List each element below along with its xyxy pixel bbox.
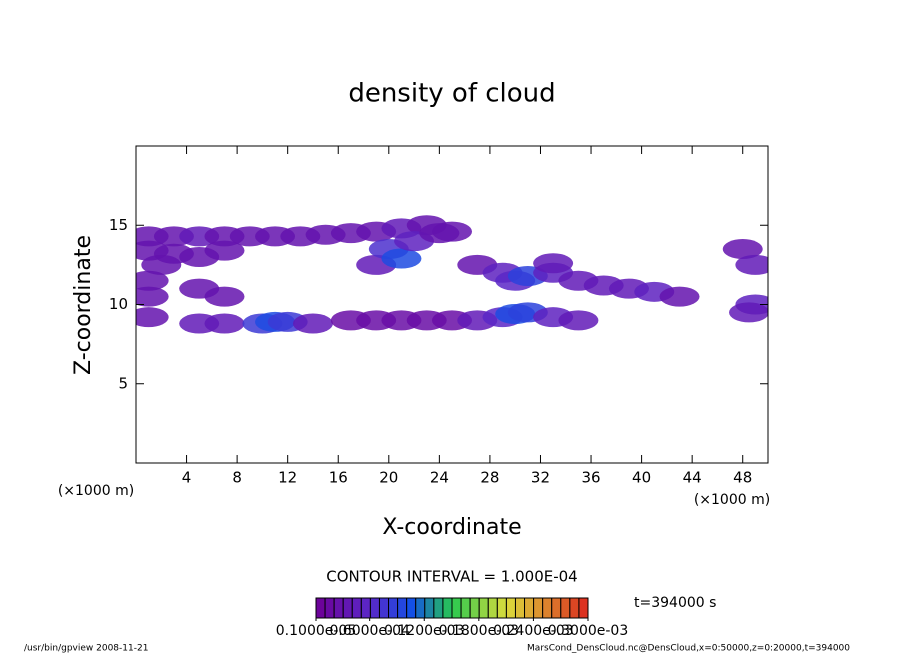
x-unit: (×1000 m): [58, 483, 134, 499]
colorbar-cell: [533, 597, 544, 619]
cloud-cell: [141, 254, 182, 275]
cloud-cell: [204, 286, 245, 307]
colorbar-cell: [378, 597, 390, 619]
colorbar-cell: [514, 597, 526, 619]
cloud-cell: [722, 239, 763, 260]
colorbar-cell: [496, 597, 507, 619]
colorbar-cell: [342, 597, 353, 619]
colorbar-cell: [388, 597, 399, 619]
colorbar-cell: [542, 597, 553, 619]
cloud-cell: [136, 270, 169, 291]
y-tick-label: 5: [118, 374, 128, 392]
cloud-cell: [735, 254, 768, 275]
colorbar-cell: [369, 597, 380, 619]
colorbar-cell: [560, 597, 571, 619]
colorbar-cell: [424, 597, 435, 619]
contour-field: [136, 215, 768, 334]
contour-interval: CONTOUR INTERVAL = 1.000E-04: [326, 568, 577, 586]
cloud-cell: [136, 307, 169, 328]
cloud-cell: [381, 248, 422, 269]
colorbar-label: 0.6000e-04: [329, 623, 410, 639]
x-tick-label: 12: [278, 469, 297, 487]
cloud-cell: [558, 310, 599, 331]
x-tick-label: 4: [182, 469, 192, 487]
cloud-cell: [533, 253, 574, 274]
x-tick-label: 24: [430, 469, 449, 487]
colorbar-label: 0.1200e-03: [384, 623, 464, 639]
x-tick-label: 36: [581, 469, 600, 487]
x-tick-label: 40: [632, 469, 651, 487]
colorbar-cell: [469, 597, 480, 619]
cloud-cell: [204, 240, 245, 261]
x-unit: (×1000 m): [694, 492, 770, 508]
colorbar-cell: [451, 597, 462, 619]
x-axis-label: X-coordinate: [382, 515, 521, 540]
cloud-cell: [659, 286, 700, 307]
colorbar-label: 0.3000e-03: [548, 623, 628, 639]
cloud-cell: [419, 223, 460, 244]
footer-left: /usr/bin/gpview 2008-11-21: [24, 644, 148, 654]
colorbar-cell: [524, 597, 535, 619]
colorbar-cell: [478, 597, 489, 619]
colorbar-cell: [442, 597, 453, 619]
colorbar-cell: [569, 597, 580, 619]
colorbar-cell: [397, 597, 408, 619]
colorbar-cell: [433, 597, 444, 619]
cloud-cell: [136, 286, 169, 307]
colorbar-cell: [333, 597, 344, 619]
y-tick-label: 15: [109, 216, 128, 234]
cloud-cell: [292, 313, 333, 334]
x-tick-label: 48: [733, 469, 752, 487]
x-tick-label: 28: [480, 469, 499, 487]
colorbar-cell: [460, 597, 471, 619]
colorbar-cell: [315, 597, 326, 619]
time-label: t=394000 s: [634, 595, 716, 611]
x-tick-label: 44: [683, 469, 702, 487]
colorbar-cell: [551, 597, 562, 619]
y-tick-label: 10: [109, 295, 128, 313]
colorbar-cell: [505, 597, 516, 619]
x-tick-label: 8: [232, 469, 242, 487]
x-tick-label: 20: [379, 469, 398, 487]
colorbar-cell: [487, 597, 498, 619]
cloud-cell: [729, 302, 768, 323]
colorbar-cell: [406, 597, 417, 619]
footer-right: MarsCond_DensCloud.nc@DensCloud,x=0:5000…: [527, 644, 850, 654]
cloud-cell: [204, 313, 245, 334]
colorbar-cell: [578, 597, 589, 619]
colorbar-cell: [360, 597, 371, 619]
colorbar-label: 0.1000e-05: [276, 623, 356, 639]
chart-title: density of cloud: [348, 79, 555, 109]
colorbar-label: 0.2400e-03: [493, 623, 573, 639]
colorbar-cell: [324, 597, 335, 619]
colorbar-cell: [415, 597, 426, 619]
colorbar-cell: [351, 597, 362, 619]
y-axis-label: Z-coordinate: [71, 235, 96, 375]
colorbar-label: 0.1800e-03: [439, 623, 519, 639]
x-tick-label: 16: [329, 469, 348, 487]
x-tick-label: 32: [531, 469, 550, 487]
